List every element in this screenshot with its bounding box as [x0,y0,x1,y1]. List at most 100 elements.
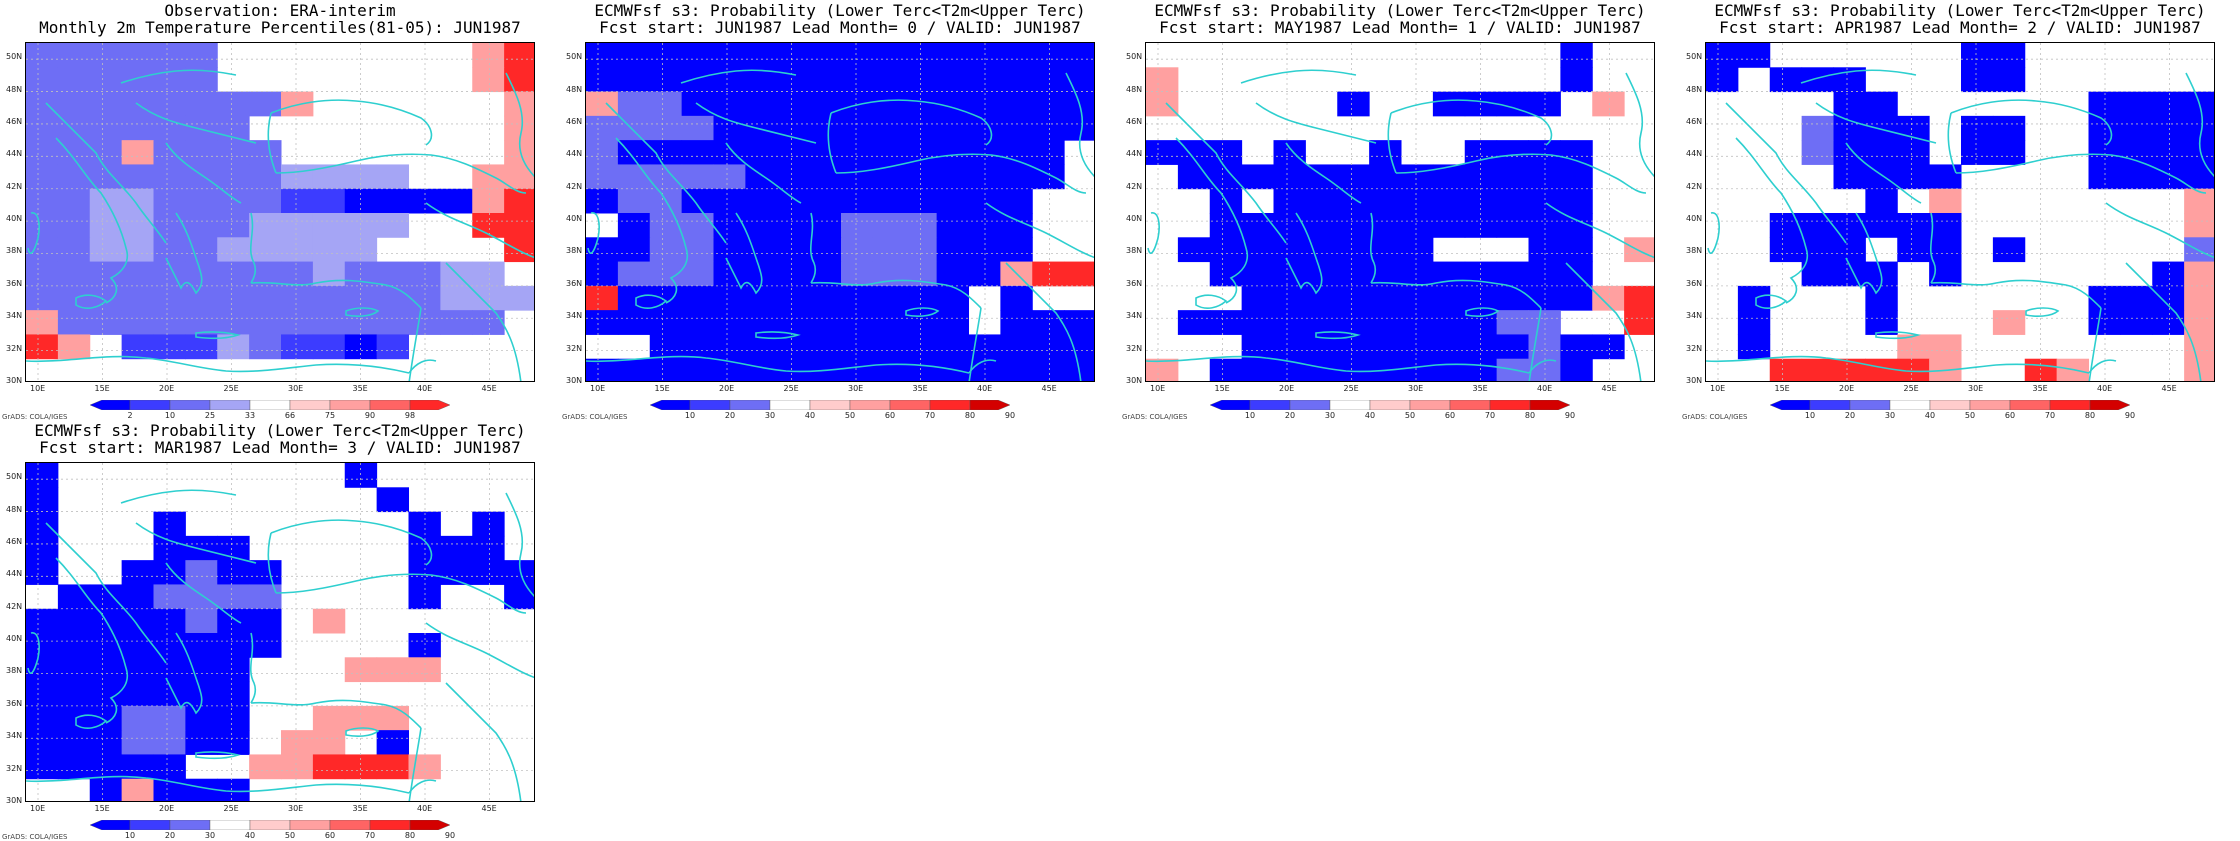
lon-tick-label: 15E [94,384,110,393]
colorbar-tick-label: 90 [1004,411,1016,420]
grid-cell [217,608,250,634]
lon-tick-label: 10E [1710,384,1726,393]
grid-cell [713,213,746,238]
grid-cell [713,91,746,117]
lon-tick-label: 10E [30,804,46,813]
map-area [585,42,1095,382]
grid-cell [936,310,970,335]
grid-cell [1624,310,1654,335]
grid-cell [649,358,683,381]
grid-cell [904,358,938,381]
grid-cell [1992,43,2026,68]
grid-cell [1737,334,1771,360]
lon-tick-label: 15E [654,384,670,393]
grid-cell [1833,115,1866,141]
grid-cell [2152,140,2185,165]
grid-cell [2184,334,2214,360]
grid-cell [249,754,282,780]
lat-tick-label: 40N [566,214,583,224]
grid-cell [617,164,651,190]
grid-cell [745,115,778,141]
grid-cell [153,584,186,610]
lat-tick-label: 42N [566,181,583,191]
colorbar [1209,400,1571,410]
colorbar-tick-label: 98 [404,411,416,420]
grid-cell [586,91,619,117]
grid-cell [617,285,651,311]
colorbar-segment [1329,400,1371,410]
grid-cell [2184,115,2214,141]
grid-cell [745,43,778,68]
lat-tick-label: 32N [566,343,583,353]
grid-cell [1401,334,1434,360]
grid-cell [1929,334,1962,360]
grid-cell [777,67,810,93]
grid-cell [1000,164,1033,190]
lat-tick-label: 40N [6,214,23,224]
grid-cell [1032,67,1065,93]
colorbar-segment [649,400,691,410]
grid-cell [249,584,282,610]
grid-cell [1337,91,1370,117]
grid-cell [809,91,842,117]
grid-cell [26,115,59,141]
grid-cell [617,310,651,335]
grid-cell [121,754,155,780]
grid-cell [185,560,218,585]
lat-tick-label: 50N [1686,52,1703,62]
grid-cell [344,237,378,263]
grid-cell [1032,358,1065,381]
lat-tick-label: 50N [1126,52,1143,62]
grid-cell [745,358,778,381]
grid-cell [153,657,186,683]
grid-cell [1865,358,1898,381]
grid-cell [841,67,874,93]
grid-cell [1801,140,1835,165]
grid-cell [1369,164,1402,190]
lon-tick-label: 45E [1041,384,1057,393]
lat-tick-label: 38N [1686,246,1703,256]
grid-cell [281,261,314,287]
grid-cell [281,730,314,755]
colorbar-segment [1209,400,1251,410]
lon-tick-label: 30E [1408,384,1424,393]
grid-cell [713,188,746,214]
map-panel-lead-0: ECMWFsf s3: Probability (Lower Terc<T2m<… [560,0,1120,421]
grid-cell [1305,310,1338,335]
grid-cell [1177,237,1211,263]
grid-cell [1992,140,2026,165]
grid-cell [713,140,746,165]
lon-tick-label: 40E [417,804,433,813]
grid-cell [904,67,938,93]
grid-cell [57,213,91,238]
grid-cell [376,334,410,360]
grid-cell [1000,334,1033,360]
grid-cell [1369,188,1402,214]
colorbar-segment [209,400,251,410]
grid-cell [617,67,651,93]
grid-cell [1865,91,1898,117]
lat-tick-label: 42N [6,601,23,611]
grid-cell [217,560,250,585]
grid-cell [312,705,346,731]
lon-tick-label: 35E [1472,384,1488,393]
colorbar-segment [889,400,931,410]
grid-cell [713,43,746,68]
grid-cell [312,310,346,335]
grid-cell [185,608,218,634]
grid-cell [904,334,938,360]
grid-cell [936,213,970,238]
grid-cell [1464,140,1498,165]
grid-cell [217,140,250,165]
grid-cell [1000,358,1033,381]
grid-cell [217,188,250,214]
lat-tick-label: 30N [6,796,23,805]
grid-cell [841,334,874,360]
grid-cell [1241,358,1275,381]
grid-cell [344,657,378,683]
grid-cell [26,164,59,190]
colorbar-segment [129,400,171,410]
grid-cell [904,164,938,190]
lat-tick-label: 32N [6,343,23,353]
grid-cell [745,213,778,238]
